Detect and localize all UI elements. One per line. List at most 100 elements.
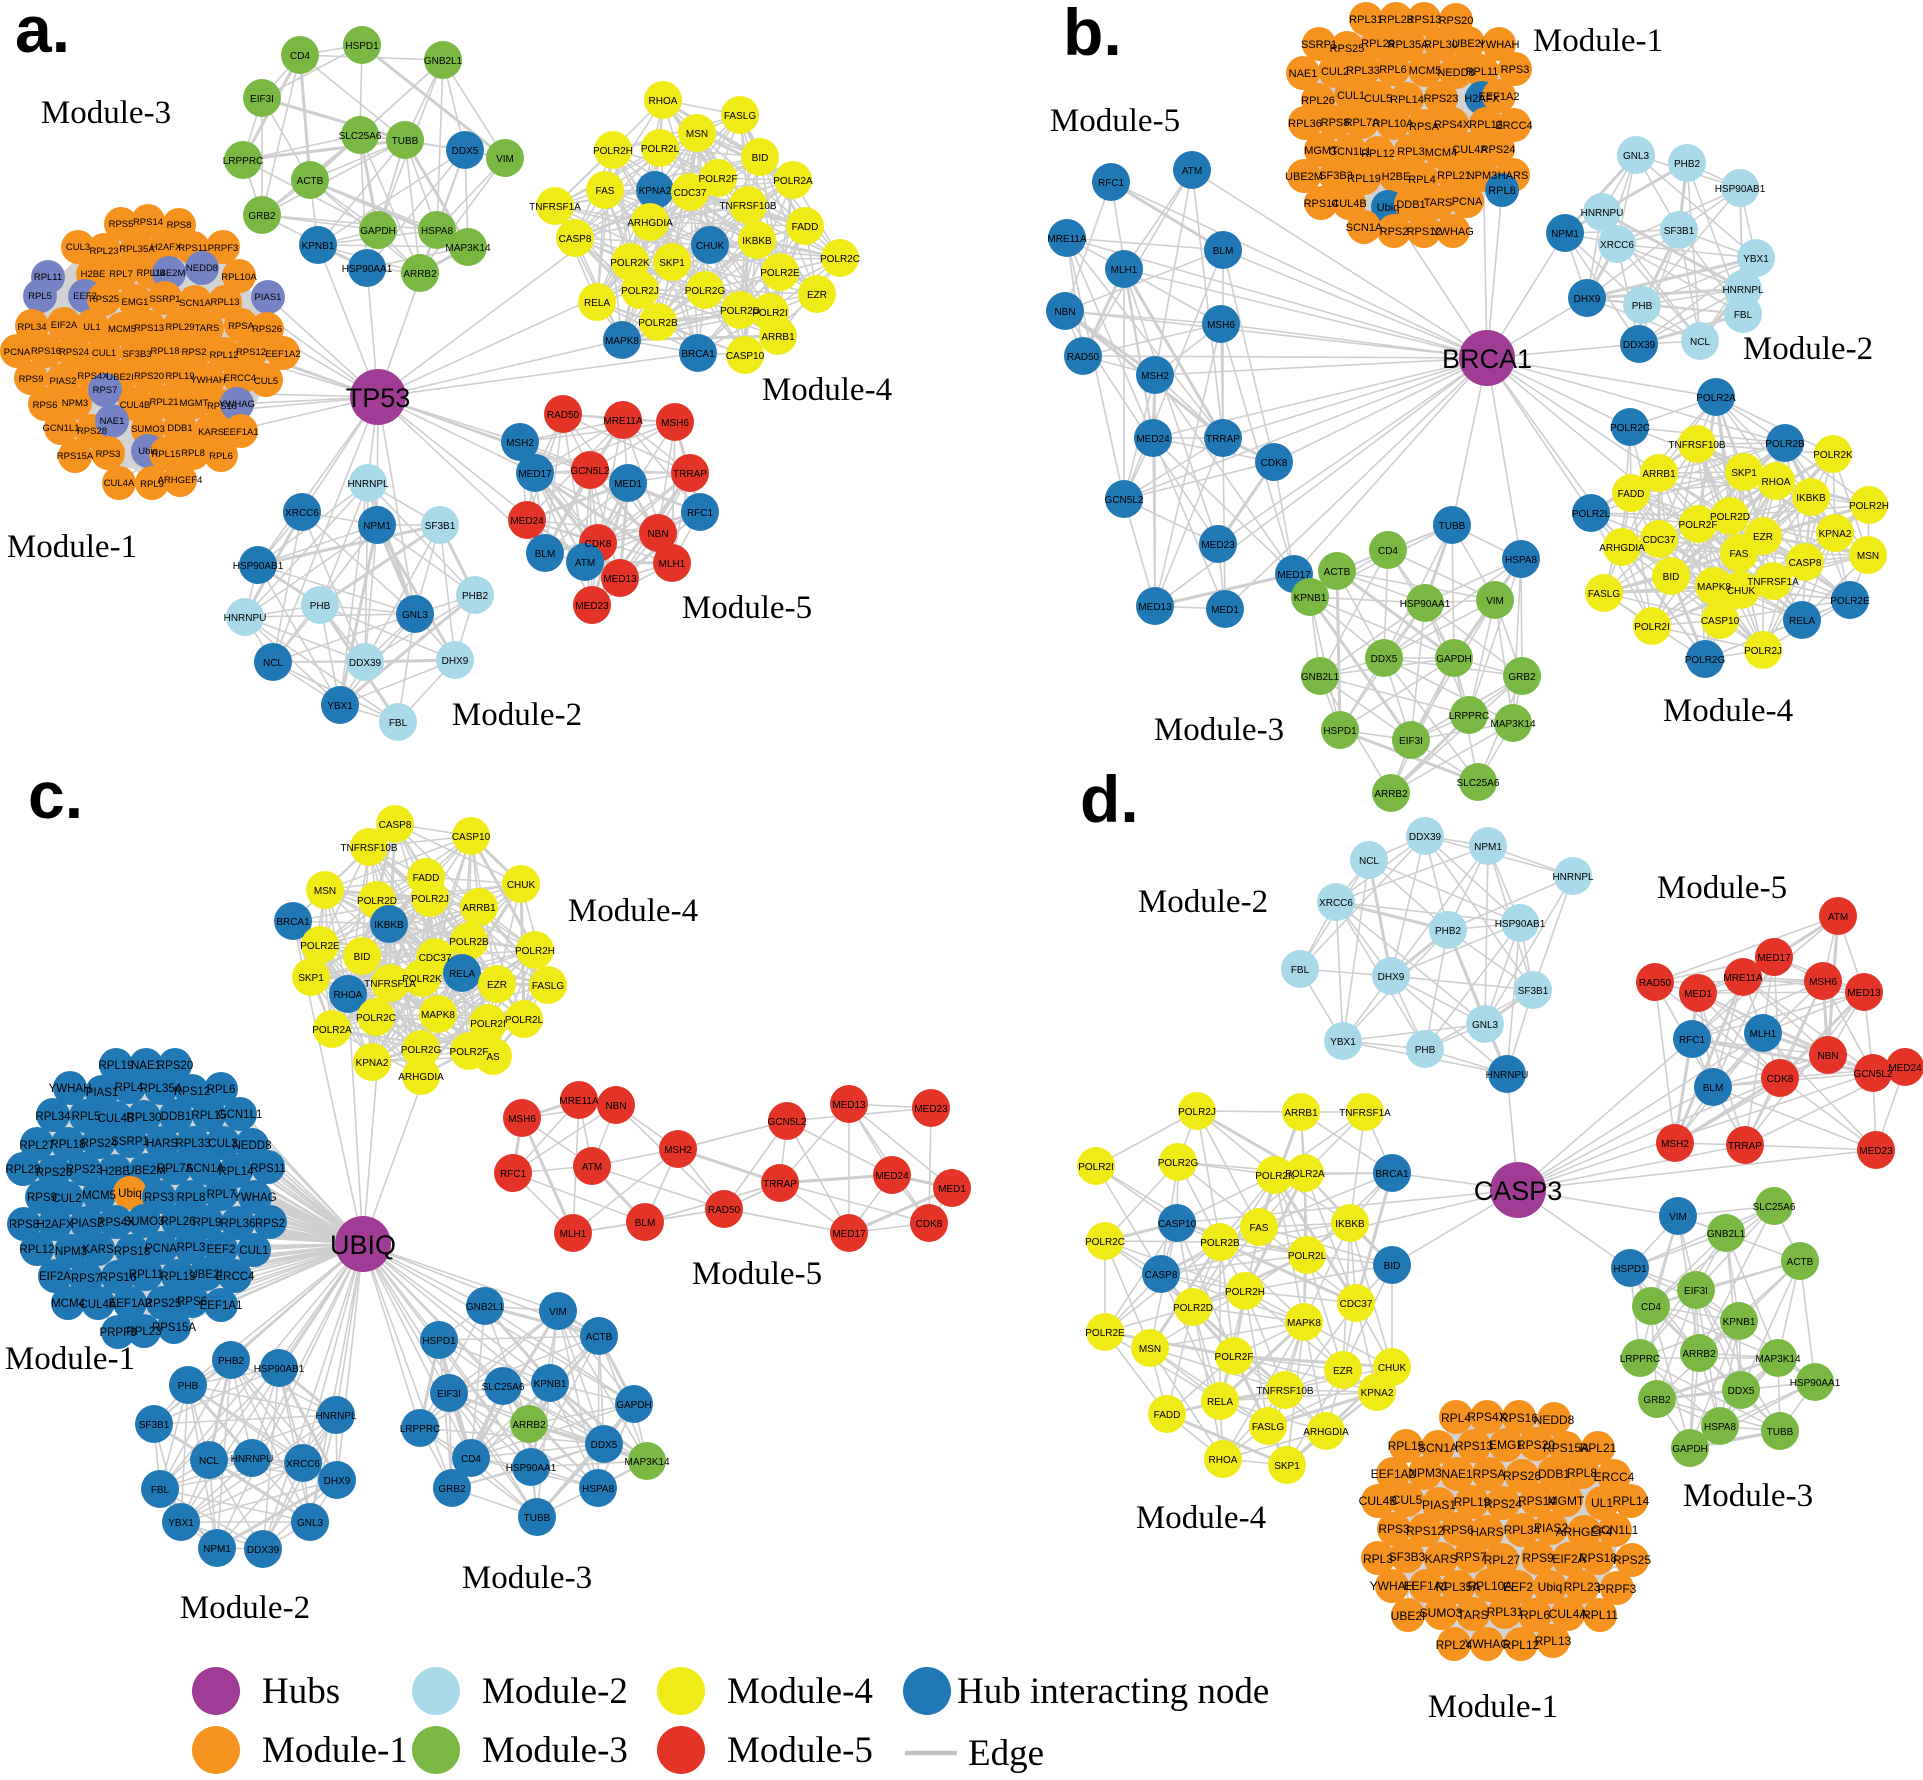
svg-text:POLR2L: POLR2L: [641, 144, 680, 155]
svg-text:XRCC6: XRCC6: [285, 508, 319, 519]
svg-text:SKP1: SKP1: [1731, 468, 1757, 479]
svg-text:DHX9: DHX9: [442, 656, 469, 667]
svg-text:EEF2: EEF2: [207, 1244, 236, 1256]
svg-text:NBN: NBN: [1054, 307, 1075, 318]
svg-text:ARRB2: ARRB2: [1374, 789, 1408, 800]
svg-text:Module-3: Module-3: [1154, 712, 1284, 748]
svg-text:CD4: CD4: [1378, 546, 1398, 557]
svg-text:HSPA8: HSPA8: [1505, 555, 1537, 566]
svg-text:EIF2A: EIF2A: [1552, 1552, 1585, 1566]
svg-text:RPL35A: RPL35A: [1436, 1580, 1481, 1594]
svg-text:BLM: BLM: [535, 549, 556, 560]
svg-text:PHB2: PHB2: [462, 591, 489, 602]
svg-text:EEF2: EEF2: [73, 291, 97, 302]
svg-text:RPL13: RPL13: [1535, 1634, 1572, 1648]
svg-text:RPS4X: RPS4X: [97, 1217, 135, 1229]
svg-text:KPNB1: KPNB1: [534, 1379, 567, 1390]
svg-text:RPS6: RPS6: [1442, 1523, 1474, 1537]
svg-text:MRE11A: MRE11A: [1047, 234, 1087, 245]
svg-text:Module-2: Module-2: [1138, 884, 1268, 920]
svg-text:FBL: FBL: [1291, 965, 1310, 976]
svg-text:MED24: MED24: [875, 1171, 909, 1182]
svg-text:CUL5: CUL5: [1392, 1493, 1423, 1507]
svg-text:GNB2L1: GNB2L1: [1301, 672, 1340, 683]
svg-text:RPS23: RPS23: [66, 1164, 102, 1176]
svg-text:RELA: RELA: [1207, 1397, 1233, 1408]
svg-text:POLR2E: POLR2E: [760, 268, 800, 279]
svg-text:MAPK8: MAPK8: [1697, 582, 1731, 593]
svg-text:PHB: PHB: [1632, 301, 1653, 312]
svg-text:MSH6: MSH6: [1809, 977, 1837, 988]
svg-text:LRPPRC: LRPPRC: [223, 156, 264, 167]
svg-text:SF3B3: SF3B3: [122, 349, 151, 360]
svg-text:RPS3: RPS3: [144, 1192, 174, 1204]
svg-text:BID: BID: [1384, 1261, 1401, 1272]
svg-text:POLR2D: POLR2D: [1710, 512, 1750, 523]
svg-text:RPL15: RPL15: [151, 449, 180, 460]
svg-text:Module-5: Module-5: [1657, 870, 1787, 906]
svg-text:Module-1: Module-1: [262, 1730, 408, 1771]
svg-text:ARHGDIA: ARHGDIA: [1303, 1427, 1349, 1438]
svg-text:DDX39: DDX39: [349, 658, 382, 669]
svg-text:POLR2F: POLR2F: [699, 174, 738, 185]
svg-text:PIAS2: PIAS2: [50, 376, 77, 387]
svg-text:DDX5: DDX5: [591, 1440, 618, 1451]
svg-text:FADD: FADD: [1618, 489, 1645, 500]
svg-text:PCNA: PCNA: [145, 1243, 177, 1255]
svg-text:MAPK8: MAPK8: [605, 336, 639, 347]
svg-text:GAPDH: GAPDH: [360, 226, 396, 237]
svg-text:RPL11: RPL11: [1466, 66, 1499, 78]
svg-text:RPL11: RPL11: [129, 1269, 163, 1281]
svg-text:POLR2A: POLR2A: [1285, 1169, 1325, 1180]
svg-text:KPNA2: KPNA2: [1819, 529, 1852, 540]
svg-text:UBE2M: UBE2M: [153, 268, 186, 279]
svg-text:HNRNPL: HNRNPL: [1552, 872, 1594, 883]
svg-text:RPL19: RPL19: [1347, 173, 1381, 185]
svg-text:BLM: BLM: [635, 1218, 656, 1229]
svg-text:POLR2K: POLR2K: [610, 258, 650, 269]
svg-text:MLH1: MLH1: [1750, 1029, 1777, 1040]
svg-text:Module-4: Module-4: [1663, 693, 1793, 729]
svg-text:NPM1: NPM1: [1551, 229, 1579, 240]
svg-text:GNL3: GNL3: [402, 610, 429, 621]
svg-text:CD4: CD4: [1641, 1302, 1661, 1313]
svg-text:MSH2: MSH2: [664, 1145, 692, 1156]
svg-text:RPS24: RPS24: [1481, 144, 1516, 156]
svg-text:RPL13: RPL13: [160, 1271, 195, 1283]
svg-text:CHUK: CHUK: [1727, 586, 1756, 597]
svg-text:RPL14: RPL14: [136, 268, 165, 279]
svg-text:POLR2C: POLR2C: [1085, 1237, 1125, 1248]
svg-text:Module-4: Module-4: [727, 1671, 873, 1712]
svg-text:RPS4X: RPS4X: [77, 371, 109, 382]
svg-text:RPS26: RPS26: [1503, 1469, 1541, 1483]
svg-text:UBE2I: UBE2I: [1391, 1609, 1426, 1623]
svg-text:RPS14: RPS14: [1518, 1494, 1556, 1508]
svg-text:HSPA8: HSPA8: [582, 1484, 614, 1495]
svg-text:RPL14: RPL14: [1390, 94, 1424, 106]
svg-text:TUBB: TUBB: [392, 136, 419, 147]
svg-text:KPNB1: KPNB1: [302, 241, 335, 252]
svg-text:POLR2E: POLR2E: [300, 941, 340, 952]
svg-text:CD4: CD4: [461, 1454, 481, 1465]
svg-text:HSP90AA1: HSP90AA1: [342, 264, 393, 275]
svg-text:Module-5: Module-5: [727, 1730, 873, 1771]
svg-text:EZR: EZR: [1333, 1366, 1353, 1377]
svg-text:GNB2L1: GNB2L1: [1707, 1229, 1746, 1240]
svg-text:POLR2D: POLR2D: [1173, 1303, 1213, 1314]
svg-text:POLR2C: POLR2C: [1610, 423, 1650, 434]
svg-text:ERCC4: ERCC4: [216, 1271, 256, 1283]
svg-text:BLM: BLM: [1213, 246, 1234, 257]
svg-text:RPL10A: RPL10A: [1468, 1579, 1513, 1593]
svg-text:H2BE: H2BE: [81, 269, 106, 280]
svg-text:RPL18: RPL18: [150, 346, 179, 357]
svg-text:RAD50: RAD50: [547, 410, 580, 421]
svg-text:RPS16: RPS16: [100, 1272, 136, 1284]
svg-text:NEDD8: NEDD8: [233, 1140, 272, 1152]
svg-text:RPS2: RPS2: [255, 1218, 285, 1230]
svg-text:POLR2A: POLR2A: [1696, 393, 1736, 404]
svg-text:LRPPRC: LRPPRC: [400, 1424, 441, 1435]
svg-text:YWHAH: YWHAH: [1479, 39, 1520, 51]
svg-text:EIF2A: EIF2A: [51, 320, 78, 331]
svg-text:DDX5: DDX5: [1371, 654, 1398, 665]
svg-text:Module-5: Module-5: [682, 590, 812, 626]
